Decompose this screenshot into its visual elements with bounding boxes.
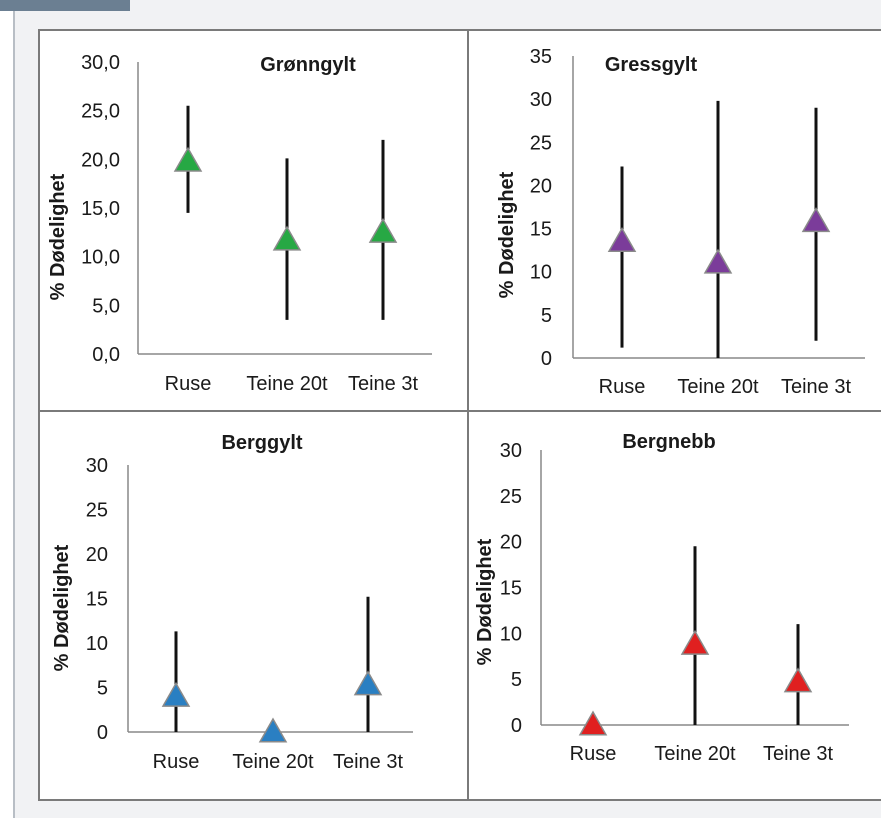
y-tick-label: 20 [500,532,522,554]
chart-panel-gronngylt: 0,0 5,0 10,0 15,0 20,0 25,0 30,0 Ruse Teine 20t T… [38,29,469,412]
y-tick-label: 35 [530,46,552,68]
y-tick-label: 15,0 [81,198,120,220]
y-tick-label: 20 [86,544,108,566]
y-tick-label: 10,0 [81,247,120,269]
y-tick-label: 25 [530,132,552,154]
y-tick-label: 25,0 [81,101,120,123]
chart-title: Grønngylt [260,54,356,76]
data-point-triangle [578,710,608,736]
corner-tab [0,0,130,11]
y-axis-label: % Dødelighet [51,544,73,671]
x-category-label: Teine 3t [348,373,418,395]
data-point-triangle [258,717,288,743]
x-category-label: Teine 3t [781,376,851,398]
x-category-label: Teine 20t [232,751,314,773]
y-tick-label: 5 [97,678,108,700]
data-point-triangle [368,217,398,243]
y-tick-label: 10 [500,623,522,645]
chart-gronngylt: 0,0 5,0 10,0 15,0 20,0 25,0 30,0 Ruse Teine 20t T… [47,52,432,395]
data-point-triangle [801,207,831,233]
y-tick-label: 5,0 [92,295,120,317]
y-tick-label: 5 [511,669,522,691]
x-category-label: Ruse [153,751,200,773]
chart-bergnebb: 0 5 10 15 20 25 30 Ruse Teine 20t Teine 3t Bergneb… [474,431,849,765]
data-point-triangle [173,146,203,172]
y-tick-label: 10 [530,262,552,284]
x-category-label: Teine 20t [677,376,759,398]
y-tick-label: 25 [500,486,522,508]
y-tick-label: 0 [541,348,552,370]
y-axis-label: % Dødelighet [474,538,496,665]
chart-panel-berggylt: 0 5 10 15 20 25 30 Ruse Teine 20t Teine 3t Berggyl… [38,410,469,801]
chart-title: Bergnebb [622,431,715,453]
chart-gressgylt: 0 5 10 15 20 25 30 35 Ruse Teine 20t Teine 3t Gress… [496,46,865,398]
x-category-label: Teine 3t [763,743,833,765]
x-category-label: Teine 20t [654,743,736,765]
x-category-label: Ruse [165,373,212,395]
data-point-triangle [680,629,710,655]
data-point-triangle [272,225,302,251]
y-tick-label: 20 [530,175,552,197]
data-point-triangle [353,670,383,696]
y-tick-label: 30 [86,455,108,477]
chart-berggylt: 0 5 10 15 20 25 30 Ruse Teine 20t Teine 3t Berggyl… [51,432,413,773]
y-tick-label: 5 [541,305,552,327]
data-point-triangle [703,248,733,274]
data-point-triangle [161,681,191,707]
y-tick-label: 25 [86,500,108,522]
data-point-triangle [607,227,637,253]
data-point-triangle [783,667,813,693]
y-tick-label: 30,0 [81,52,120,74]
y-axis-label: % Dødelighet [47,173,69,300]
left-rule [13,11,15,818]
y-tick-label: 0 [97,722,108,744]
y-tick-label: 10 [86,633,108,655]
y-tick-label: 30 [530,89,552,111]
chart-panel-bergnebb: 0 5 10 15 20 25 30 Ruse Teine 20t Teine 3t Bergneb… [467,410,881,801]
x-category-label: Teine 20t [246,373,328,395]
y-tick-label: 0,0 [92,344,120,366]
chart-panel-gressgylt: 0 5 10 15 20 25 30 35 Ruse Teine 20t Teine 3t Gress… [467,29,881,412]
y-tick-label: 15 [86,589,108,611]
y-axis-label: % Dødelighet [496,171,518,298]
x-category-label: Ruse [570,743,617,765]
x-category-label: Ruse [599,376,646,398]
y-tick-label: 15 [500,578,522,600]
x-category-label: Teine 3t [333,751,403,773]
y-tick-label: 15 [530,219,552,241]
chart-title: Gressgylt [605,54,698,76]
y-tick-label: 30 [500,440,522,462]
chart-title: Berggylt [221,432,302,454]
y-tick-label: 0 [511,715,522,737]
y-tick-label: 20,0 [81,149,120,171]
